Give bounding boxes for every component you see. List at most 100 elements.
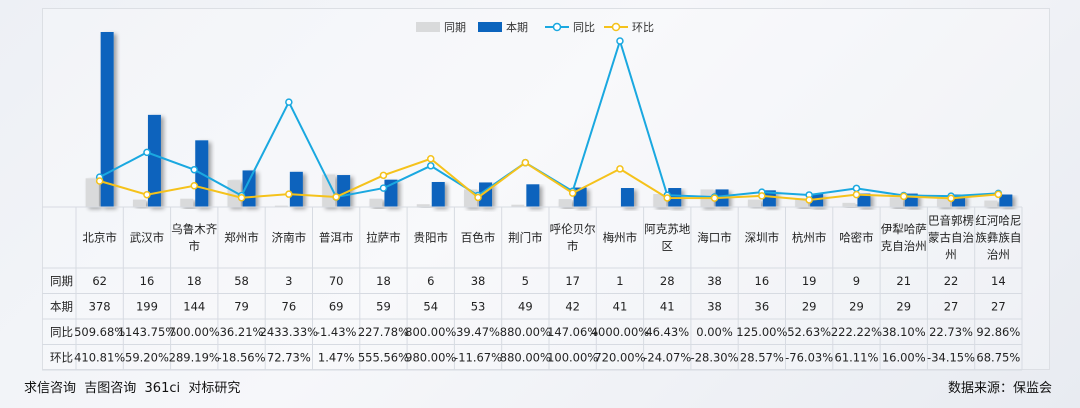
point-mom (805, 196, 813, 204)
legend-label: 本期 (506, 20, 528, 34)
point-mom (285, 190, 293, 198)
table-cell: 53 (471, 299, 486, 313)
chart-lines (95, 37, 1003, 204)
point-yoy (190, 165, 198, 174)
table-cell: 54 (423, 299, 438, 313)
point-mom (616, 165, 624, 173)
bar-current (810, 193, 824, 207)
legend-label: 同比 (573, 21, 595, 34)
table-cell: 0.00% (696, 325, 733, 339)
point-mom (332, 193, 340, 201)
category-label: 北京市 (82, 231, 117, 245)
bar-current (431, 182, 445, 207)
table-cell: 38 (707, 274, 722, 288)
legend-swatch-prior (416, 22, 440, 32)
bar-prior (937, 196, 951, 207)
table-cell: -34.15% (927, 350, 975, 364)
category-label: 拉萨市 (366, 231, 401, 245)
table-cell: 92.86% (976, 325, 1020, 339)
table-cell: 410.81% (74, 350, 125, 364)
category-label: 呼伦贝尔 (550, 222, 596, 236)
table-cell: 72.73% (267, 350, 311, 364)
bar-current (147, 114, 161, 207)
table-cell: 19 (802, 274, 817, 288)
table-cell: 289.19% (169, 350, 220, 364)
table-cell: 880.00% (500, 350, 551, 364)
category-label: 深圳市 (745, 231, 780, 245)
bar-prior (889, 197, 903, 207)
table-cell: 16.00% (882, 350, 926, 364)
row-label: 同比 (50, 325, 73, 339)
category-label: 州 (945, 248, 957, 262)
table-cell: -1.43% (316, 325, 357, 339)
table-cell: 700.00% (169, 325, 220, 339)
bar-prior (132, 199, 146, 207)
table-cell: 62 (92, 274, 107, 288)
table-cell: 22 (944, 274, 959, 288)
table-cell: -24.07% (643, 350, 691, 364)
table-cell: 100.00% (547, 350, 598, 364)
point-mom (190, 181, 198, 190)
table-cell: 39.47% (456, 325, 500, 339)
point-mom (710, 194, 719, 202)
table-cell: 69 (329, 299, 344, 313)
point-yoy (852, 184, 861, 193)
table-cell: 79 (234, 299, 249, 313)
row-label: 同期 (50, 274, 73, 288)
legend-label: 环比 (632, 21, 654, 34)
chart-bars (85, 32, 1013, 207)
category-label: 济南市 (272, 231, 307, 245)
table-cell: 1 (616, 274, 623, 288)
table-cell: 18 (376, 274, 391, 288)
legend-marker-yoy (552, 22, 562, 32)
table-cell: -28.30% (691, 350, 739, 364)
point-mom (143, 190, 151, 199)
table-cell: 555.56% (358, 350, 409, 364)
table-cell: 41 (660, 299, 675, 313)
table-cell: -18.56% (218, 350, 266, 364)
table-cell: 38.10% (882, 325, 926, 339)
table-cell: 509.68% (74, 325, 125, 339)
table-cell: 800.00% (405, 325, 456, 339)
point-yoy (285, 98, 293, 106)
point-mom (852, 190, 861, 199)
bar-current (526, 184, 540, 207)
table-cell: 16 (140, 274, 155, 288)
table-cell: 378 (89, 299, 111, 313)
bar-prior (747, 199, 761, 207)
point-mom (95, 177, 104, 185)
table-cell: 4000.00% (591, 325, 650, 339)
category-label: 红河哈尼 (975, 214, 1021, 228)
category-label: 海口市 (697, 231, 732, 245)
legend-swatch-current (478, 22, 502, 32)
table-cell: 36 (755, 299, 770, 313)
bar-prior (369, 198, 383, 207)
point-mom (663, 194, 671, 202)
footer-source: 数据来源：保监会 (947, 381, 1052, 396)
category-label: 武汉市 (130, 231, 165, 245)
table-cell: 980.00% (405, 350, 456, 364)
bar-prior (511, 204, 525, 207)
bar-current (857, 193, 871, 207)
row-label: 本期 (50, 299, 73, 313)
table-cell: 52.63% (787, 325, 831, 339)
category-label: 百色市 (461, 231, 496, 245)
bar-prior (842, 202, 856, 207)
bar-prior (653, 194, 667, 207)
category-label: 克自治州 (881, 239, 927, 253)
category-label: 荆门市 (508, 231, 543, 245)
table-cell: 21 (896, 274, 911, 288)
point-mom (758, 192, 766, 200)
table-cell: 1.47% (318, 350, 355, 364)
category-label: 梅州市 (603, 231, 638, 245)
legend-label: 同期 (444, 21, 466, 34)
table-cell: 222.22% (831, 325, 882, 339)
table-cell: 38 (471, 274, 486, 288)
table-cell: 6 (427, 274, 434, 288)
table-cell: -76.03% (785, 350, 833, 364)
table-cell: 199 (136, 299, 158, 313)
category-label: 贵阳市 (414, 231, 449, 245)
category-label: 普洱市 (319, 231, 354, 245)
table-cell: 28.57% (740, 350, 784, 364)
